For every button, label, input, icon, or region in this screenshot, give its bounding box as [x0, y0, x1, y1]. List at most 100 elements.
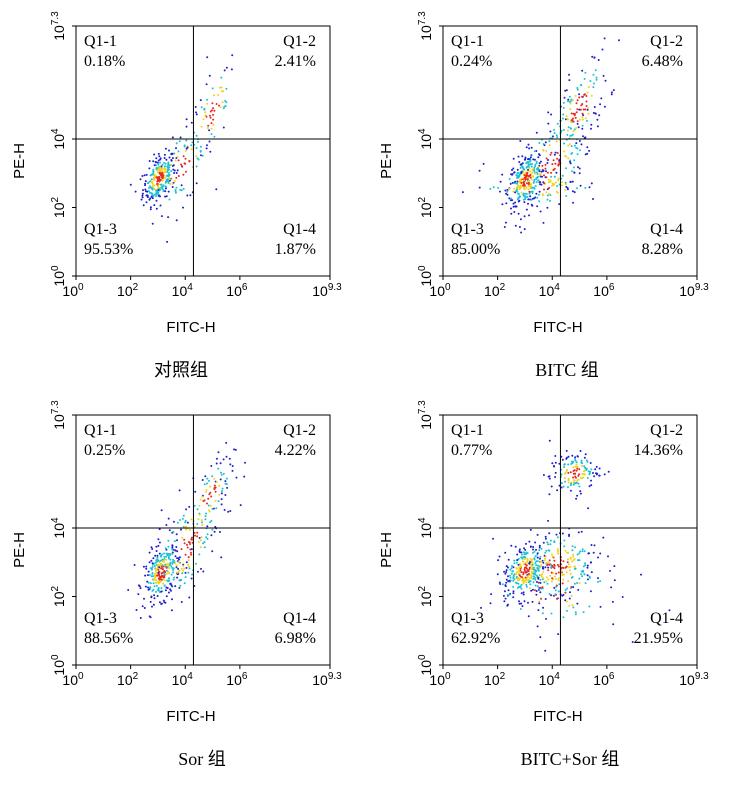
- event-dot: [163, 559, 165, 562]
- event-dot: [163, 168, 166, 171]
- event-dot: [172, 578, 175, 581]
- event-dot: [207, 504, 210, 507]
- event-dot: [155, 569, 158, 572]
- event-dot: [547, 159, 549, 161]
- event-dot: [522, 563, 525, 566]
- y-tick-label: 104: [417, 517, 434, 539]
- event-dot: [510, 207, 512, 210]
- y-tick-exponent: 4: [417, 128, 428, 134]
- event-dot: [569, 556, 572, 559]
- event-dot: [157, 571, 160, 574]
- event-dot: [557, 163, 560, 166]
- event-dot: [575, 142, 578, 145]
- event-dot: [525, 583, 528, 586]
- event-dot: [562, 106, 565, 109]
- event-dot: [564, 181, 567, 184]
- event-dot: [152, 168, 155, 171]
- event-dot: [498, 581, 501, 584]
- event-dot: [553, 541, 556, 544]
- event-dot: [574, 546, 576, 549]
- event-dot: [558, 462, 561, 465]
- event-dot: [160, 186, 163, 189]
- event-dot: [598, 114, 601, 117]
- event-dot: [172, 530, 175, 533]
- event-dot: [523, 188, 526, 191]
- event-dot: [231, 54, 234, 57]
- event-dot: [198, 553, 201, 556]
- event-dot: [159, 179, 161, 181]
- event-dot: [550, 594, 553, 597]
- event-dot: [225, 101, 228, 104]
- event-dot: [199, 145, 202, 148]
- event-dot: [535, 160, 538, 163]
- event-dot: [151, 181, 154, 184]
- event-dot: [145, 567, 148, 570]
- event-dot: [152, 170, 155, 173]
- event-dot: [180, 548, 183, 551]
- event-dot: [164, 162, 167, 165]
- event-dot: [578, 582, 581, 585]
- event-dot: [525, 571, 528, 574]
- event-dot: [578, 559, 581, 562]
- event-dot: [535, 569, 538, 572]
- event-dot: [525, 193, 528, 195]
- event-dot: [497, 186, 500, 189]
- event-dot: [538, 170, 541, 173]
- event-dot: [158, 528, 161, 531]
- event-dot: [524, 579, 527, 582]
- event-dot: [542, 541, 545, 544]
- event-dot: [139, 587, 142, 590]
- event-dot: [584, 186, 587, 189]
- event-dot: [199, 99, 202, 102]
- event-dot: [539, 586, 542, 589]
- event-dot: [180, 163, 182, 166]
- event-dot: [555, 533, 558, 536]
- event-dot: [137, 584, 140, 587]
- event-dot: [528, 587, 531, 590]
- event-dot: [230, 68, 233, 71]
- event-dot: [621, 596, 624, 598]
- event-dot: [567, 566, 570, 569]
- event-dot: [171, 186, 174, 188]
- event-dot: [549, 539, 552, 542]
- event-dot: [578, 468, 581, 471]
- event-dot: [208, 114, 211, 117]
- event-dot: [196, 140, 199, 143]
- event-dot: [573, 114, 576, 117]
- event-dot: [189, 194, 192, 197]
- event-dot: [190, 548, 193, 551]
- event-dot: [576, 494, 579, 497]
- event-dot: [210, 534, 213, 537]
- event-dot: [167, 571, 170, 573]
- event-dot: [578, 96, 581, 99]
- event-dot: [199, 149, 202, 152]
- x-tick-label: 106: [226, 282, 248, 299]
- event-dot: [563, 150, 565, 153]
- event-dot: [156, 193, 159, 195]
- event-dot: [200, 125, 203, 128]
- event-dot: [189, 551, 192, 554]
- event-dot: [546, 582, 549, 585]
- quadrant-name: Q1-4: [650, 610, 683, 627]
- event-dot: [151, 222, 154, 225]
- event-dot: [544, 598, 547, 600]
- event-dot: [565, 571, 568, 574]
- event-dot: [536, 564, 539, 567]
- event-dot: [152, 173, 154, 176]
- event-dot: [168, 529, 171, 532]
- event-dot: [596, 125, 599, 128]
- event-dot: [518, 602, 521, 605]
- event-dot: [180, 189, 183, 192]
- event-dot: [594, 69, 597, 72]
- event-dot: [576, 465, 579, 468]
- event-dot: [178, 556, 181, 559]
- event-dot: [567, 471, 570, 474]
- x-tick-exponent: 0: [445, 671, 451, 682]
- event-dot: [573, 567, 576, 570]
- event-dot: [519, 167, 522, 169]
- event-dot: [156, 558, 159, 561]
- event-dot: [165, 186, 168, 188]
- event-dot: [209, 110, 212, 113]
- event-dot: [520, 602, 523, 605]
- event-dot: [572, 555, 575, 558]
